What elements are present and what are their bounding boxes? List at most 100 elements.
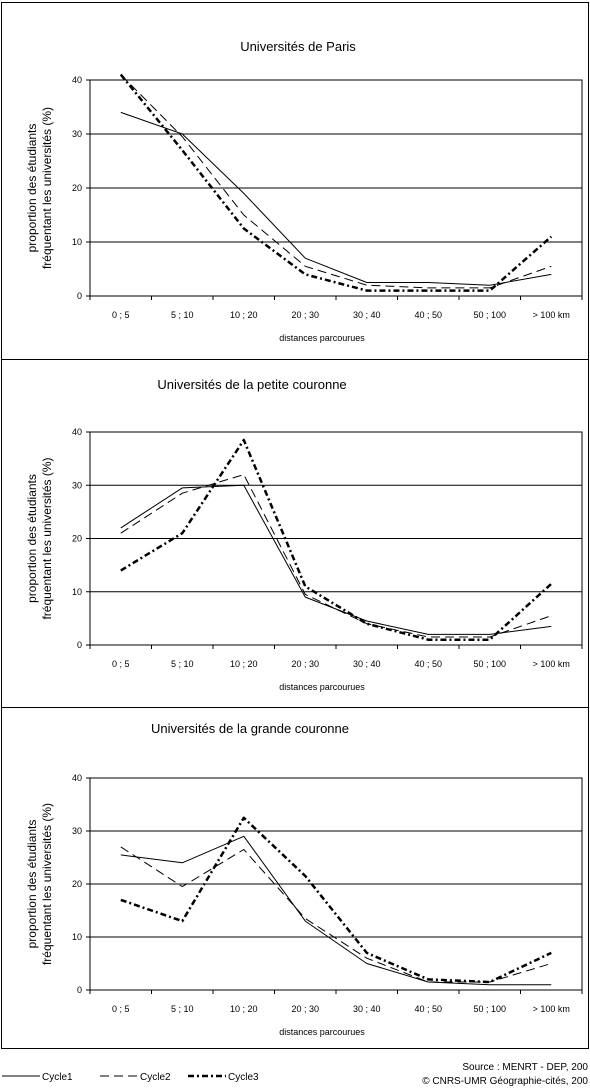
data-point-cycle3 — [366, 290, 367, 291]
legend-label: Cycle3 — [228, 1072, 259, 1083]
y-axis-label-line-1: proportion des étudiants — [25, 124, 39, 253]
data-point-cycle2 — [182, 493, 183, 494]
data-point-cycle2 — [120, 533, 121, 534]
data-point-cycle3 — [489, 639, 490, 640]
x-tick-label: 40 ; 50 — [414, 310, 442, 320]
x-tick-label: 30 ; 40 — [353, 310, 381, 320]
data-point-cycle1 — [489, 984, 490, 985]
data-point-cycle2 — [428, 287, 429, 288]
data-point-cycle1 — [305, 258, 306, 259]
x-tick-label: 10 ; 20 — [230, 310, 258, 320]
data-point-cycle2 — [243, 214, 244, 215]
data-point-cycle2 — [489, 636, 490, 637]
series-line-cycle3 — [120, 816, 552, 984]
x-tick-label: > 100 km — [533, 1004, 570, 1014]
data-point-cycle2 — [428, 636, 429, 637]
x-tick-label: 5 ; 10 — [171, 310, 194, 320]
chart-panel-2: Universités de la petite couronne 0 10 20 30… — [1, 359, 589, 708]
data-point-cycle1 — [551, 274, 552, 275]
legend-item-cycle2: Cycle2 — [100, 1072, 171, 1083]
y-tick-label: 30 — [72, 129, 82, 139]
x-tick-label: 20 ; 30 — [291, 310, 319, 320]
legend-item-cycle1: Cycle1 — [2, 1072, 73, 1083]
x-tick-label: 40 ; 50 — [414, 1004, 442, 1014]
y-tick-label: 0 — [77, 985, 82, 995]
data-point-cycle3 — [551, 236, 552, 237]
data-point-cycle3 — [305, 875, 306, 876]
x-tick-label: 0 ; 5 — [112, 310, 130, 320]
data-point-cycle3 — [243, 439, 244, 440]
data-point-cycle1 — [120, 527, 121, 528]
data-point-cycle3 — [120, 74, 121, 75]
data-point-cycle3 — [305, 274, 306, 275]
data-point-cycle2 — [243, 474, 244, 475]
x-tick-label: 50 ; 100 — [473, 1004, 506, 1014]
y-tick-label: 20 — [72, 183, 82, 193]
y-tick-label: 40 — [72, 75, 82, 85]
data-point-cycle3 — [243, 228, 244, 229]
y-tick-label: 10 — [72, 932, 82, 942]
y-tick-label: 30 — [72, 826, 82, 836]
source-line-2: © CNRS-UMR Géographie-cités, 200 — [422, 1076, 588, 1087]
data-point-cycle2 — [551, 266, 552, 267]
data-point-cycle1 — [243, 485, 244, 486]
series-line-cycle3 — [120, 438, 553, 641]
data-point-cycle1 — [182, 487, 183, 488]
data-point-cycle1 — [551, 984, 552, 985]
data-point-cycle3 — [551, 583, 552, 584]
data-point-cycle1 — [489, 634, 490, 635]
data-point-cycle3 — [243, 817, 244, 818]
x-axis-label: distances parcourues — [279, 333, 365, 343]
data-point-cycle2 — [182, 886, 183, 887]
data-point-cycle3 — [489, 290, 490, 291]
data-point-cycle3 — [305, 586, 306, 587]
y-tick-label: 10 — [72, 587, 82, 597]
data-point-cycle3 — [366, 623, 367, 624]
series-line-cycle2 — [120, 74, 552, 289]
legend-label: Cycle2 — [140, 1072, 171, 1083]
data-point-cycle2 — [489, 287, 490, 288]
data-point-cycle1 — [551, 626, 552, 627]
chart-panel-1: Universités de Paris 0 10 20 30 40 0 ; 5 5 ; 10… — [1, 2, 589, 360]
data-point-cycle2 — [305, 594, 306, 595]
chart-title: Universités de la grande couronne — [151, 721, 349, 736]
data-point-cycle2 — [305, 918, 306, 919]
data-point-cycle2 — [551, 963, 552, 964]
legend-item-cycle3: Cycle3 — [188, 1072, 259, 1083]
data-point-cycle3 — [182, 150, 183, 151]
x-axis-label: distances parcourues — [279, 682, 365, 692]
y-tick-label: 0 — [77, 291, 82, 301]
y-tick-label: 0 — [77, 640, 82, 650]
x-tick-label: 0 ; 5 — [112, 1004, 130, 1014]
x-tick-label: > 100 km — [533, 310, 570, 320]
data-point-cycle1 — [489, 285, 490, 286]
y-tick-label: 30 — [72, 480, 82, 490]
y-tick-label: 10 — [72, 237, 82, 247]
x-tick-label: 0 ; 5 — [112, 659, 130, 669]
y-axis-label-line-1: proportion des étudiants — [25, 820, 39, 949]
series-line-cycle3 — [119, 73, 553, 292]
x-tick-label: 10 ; 20 — [230, 1004, 258, 1014]
series-line-cycle1 — [120, 484, 552, 635]
x-axis-label: distances parcourues — [279, 1027, 365, 1037]
y-tick-label: 20 — [72, 879, 82, 889]
y-tick-label: 20 — [72, 534, 82, 544]
data-point-cycle3 — [120, 570, 121, 571]
x-tick-label: 20 ; 30 — [291, 1004, 319, 1014]
data-point-cycle2 — [551, 615, 552, 616]
data-point-cycle3 — [366, 952, 367, 953]
x-tick-label: 5 ; 10 — [171, 659, 194, 669]
x-tick-label: 30 ; 40 — [353, 659, 381, 669]
x-tick-label: 10 ; 20 — [230, 659, 258, 669]
x-tick-label: > 100 km — [533, 659, 570, 669]
series-line-cycle1 — [120, 111, 552, 286]
data-point-cycle1 — [182, 133, 183, 134]
data-point-cycle3 — [428, 639, 429, 640]
data-point-cycle2 — [120, 846, 121, 847]
x-tick-label: 5 ; 10 — [171, 1004, 194, 1014]
x-tick-label: 50 ; 100 — [473, 659, 506, 669]
data-point-cycle1 — [243, 193, 244, 194]
series-line-cycle2 — [120, 474, 552, 638]
y-tick-label: 40 — [72, 773, 82, 783]
